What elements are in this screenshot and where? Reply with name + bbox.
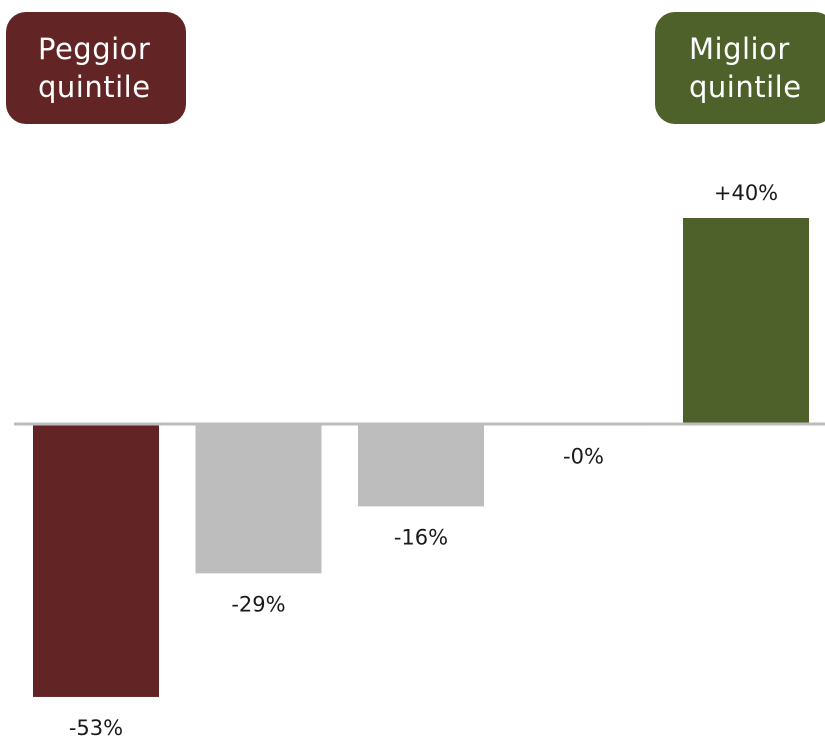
bar-1	[33, 424, 159, 697]
best-badge-line1: Miglior	[689, 32, 790, 66]
bar-5	[683, 218, 809, 424]
best-quintile-badge: Miglior quintile	[655, 12, 825, 124]
worst-quintile-badge: Peggior quintile	[6, 12, 186, 124]
data-label-2: -29%	[231, 592, 285, 616]
worst-badge-line1: Peggior	[38, 32, 151, 66]
worst-badge-line2: quintile	[38, 70, 151, 104]
bar-3	[358, 424, 484, 507]
best-badge-line2: quintile	[689, 70, 802, 104]
data-label-4: -0%	[563, 445, 604, 469]
bar-2	[195, 424, 322, 574]
data-label-5: +40%	[714, 181, 778, 205]
data-label-1: -53%	[69, 716, 123, 737]
data-label-3: -16%	[394, 525, 448, 549]
